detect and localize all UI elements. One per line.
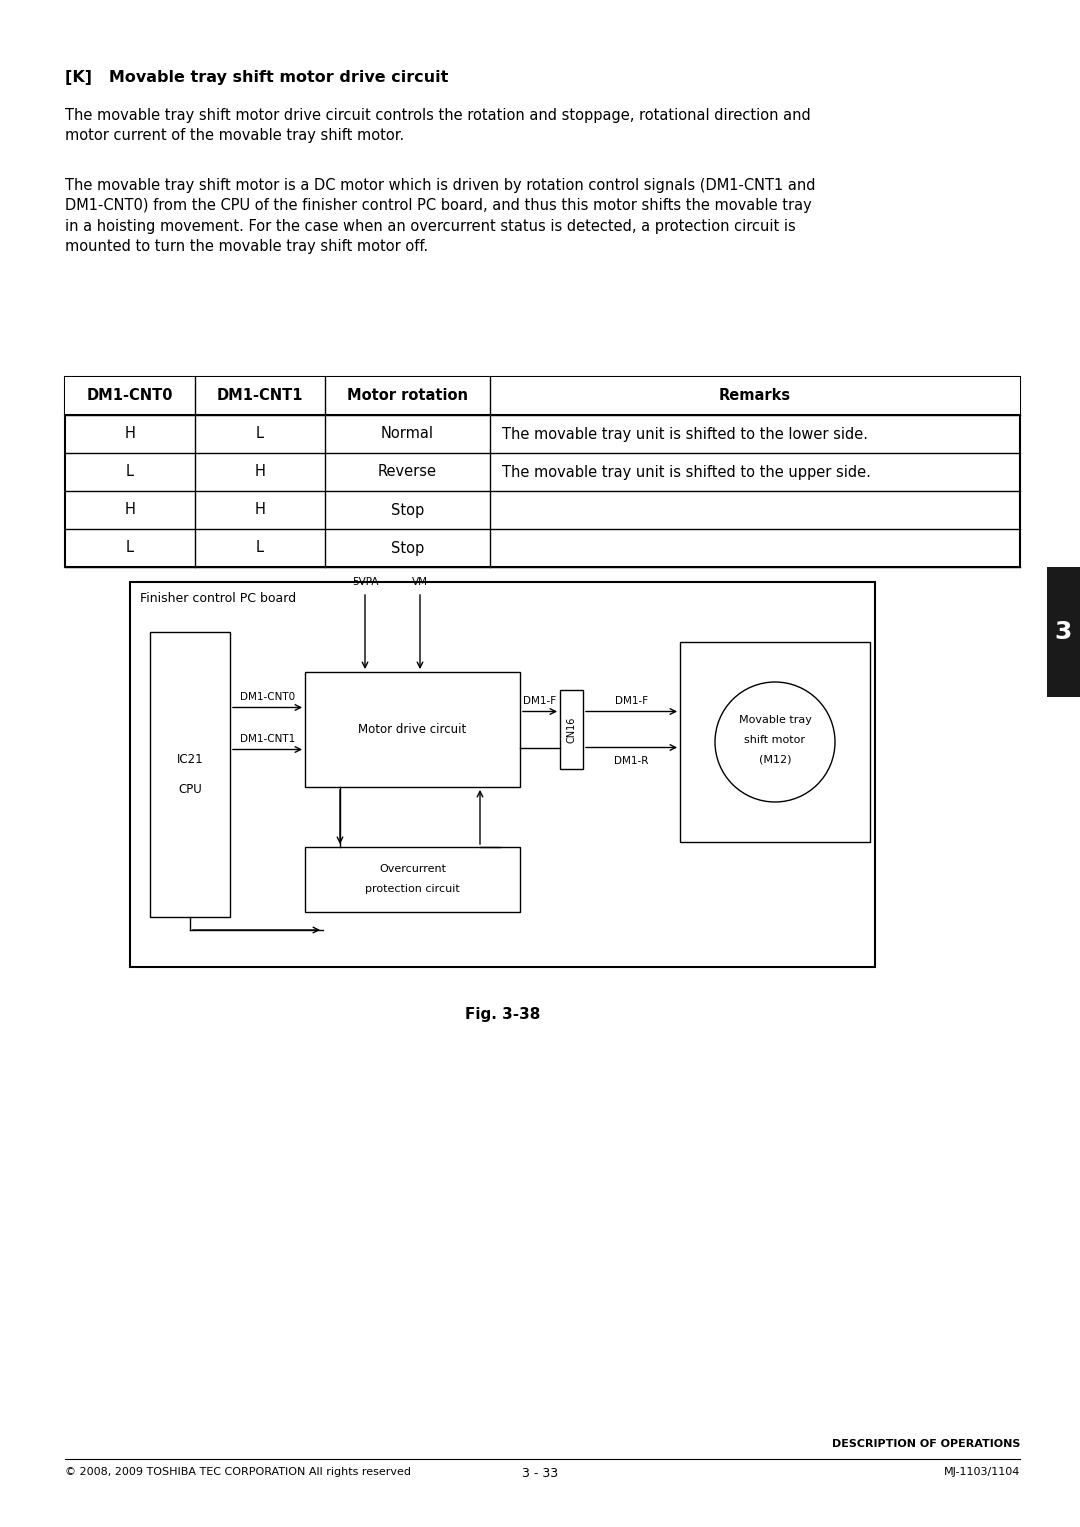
Text: 3 - 33: 3 - 33 bbox=[522, 1467, 558, 1480]
Text: DESCRIPTION OF OPERATIONS: DESCRIPTION OF OPERATIONS bbox=[832, 1438, 1020, 1449]
Text: The movable tray unit is shifted to the upper side.: The movable tray unit is shifted to the … bbox=[502, 464, 870, 479]
Text: L: L bbox=[126, 541, 134, 556]
Text: L: L bbox=[126, 464, 134, 479]
Text: Fig. 3-38: Fig. 3-38 bbox=[464, 1006, 540, 1022]
Text: (M12): (M12) bbox=[759, 754, 792, 765]
Text: DM1-R: DM1-R bbox=[615, 756, 649, 765]
Text: The movable tray unit is shifted to the lower side.: The movable tray unit is shifted to the … bbox=[502, 426, 868, 441]
Text: L: L bbox=[256, 541, 264, 556]
Text: Finisher control PC board: Finisher control PC board bbox=[140, 592, 296, 605]
Text: The movable tray shift motor is a DC motor which is driven by rotation control s: The movable tray shift motor is a DC mot… bbox=[65, 179, 815, 253]
Text: MJ-1103/1104: MJ-1103/1104 bbox=[944, 1467, 1020, 1477]
Text: [K]   Movable tray shift motor drive circuit: [K] Movable tray shift motor drive circu… bbox=[65, 70, 448, 86]
Bar bbox=[305, 847, 519, 912]
Bar bbox=[150, 632, 230, 918]
Text: The movable tray shift motor drive circuit controls the rotation and stoppage, r: The movable tray shift motor drive circu… bbox=[65, 108, 811, 144]
Text: 3: 3 bbox=[1055, 620, 1072, 644]
Text: Normal: Normal bbox=[381, 426, 434, 441]
Text: shift motor: shift motor bbox=[744, 734, 806, 745]
Text: DM1-F: DM1-F bbox=[524, 695, 556, 705]
Text: DM1-CNT1: DM1-CNT1 bbox=[217, 388, 303, 403]
Bar bbox=[680, 641, 870, 841]
Text: Stop: Stop bbox=[391, 541, 424, 556]
Bar bbox=[1047, 567, 1080, 696]
Text: Movable tray: Movable tray bbox=[739, 715, 811, 725]
Bar bbox=[65, 377, 1020, 415]
Bar bbox=[561, 690, 583, 770]
Text: Overcurrent: Overcurrent bbox=[379, 864, 446, 875]
Text: Motor drive circuit: Motor drive circuit bbox=[359, 722, 467, 736]
Text: CN16: CN16 bbox=[567, 716, 577, 742]
Text: protection circuit: protection circuit bbox=[365, 884, 460, 895]
Text: Stop: Stop bbox=[391, 502, 424, 518]
Circle shape bbox=[715, 683, 835, 802]
Text: Motor rotation: Motor rotation bbox=[347, 388, 468, 403]
Text: 5VPA: 5VPA bbox=[352, 577, 378, 586]
Text: H: H bbox=[124, 426, 135, 441]
Text: © 2008, 2009 TOSHIBA TEC CORPORATION All rights reserved: © 2008, 2009 TOSHIBA TEC CORPORATION All… bbox=[65, 1467, 411, 1477]
Text: H: H bbox=[255, 502, 266, 518]
Bar bbox=[130, 582, 875, 967]
Text: DM1-CNT0: DM1-CNT0 bbox=[240, 692, 295, 701]
Bar bbox=[305, 672, 519, 786]
Text: H: H bbox=[124, 502, 135, 518]
Text: H: H bbox=[255, 464, 266, 479]
Text: Remarks: Remarks bbox=[719, 388, 791, 403]
Text: IC21: IC21 bbox=[177, 753, 203, 767]
Text: DM1-CNT1: DM1-CNT1 bbox=[240, 733, 295, 744]
Text: DM1-CNT0: DM1-CNT0 bbox=[86, 388, 173, 403]
Text: DM1-F: DM1-F bbox=[615, 695, 648, 705]
Bar bbox=[65, 377, 1020, 567]
Text: VM: VM bbox=[411, 577, 428, 586]
Text: CPU: CPU bbox=[178, 783, 202, 796]
Text: Reverse: Reverse bbox=[378, 464, 437, 479]
Text: L: L bbox=[256, 426, 264, 441]
